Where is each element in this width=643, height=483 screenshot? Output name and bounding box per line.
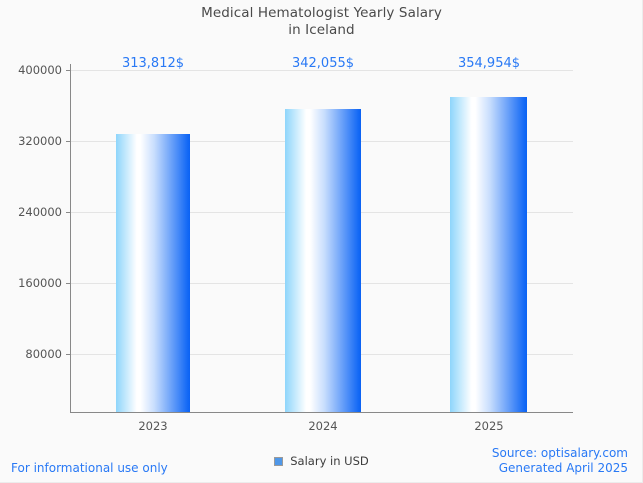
y-tick-label-80000: 80000 (25, 347, 62, 361)
plot-area: 400000 320000 240000 160000 80000 (18, 63, 573, 412)
value-label-2025: 354,954$ (457, 56, 521, 71)
y-tick-label-160000: 160000 (18, 276, 62, 290)
footer-source: Source: optisalary.com (491, 446, 628, 460)
y-tick-label-320000: 320000 (18, 134, 62, 148)
y-tick-mark-240000 (66, 212, 71, 213)
footer-generated: Generated April 2025 (498, 461, 628, 475)
y-tick-label-400000: 400000 (18, 63, 62, 77)
chart-title-line-2: in Iceland (288, 22, 355, 38)
y-tick-mark-80000 (66, 354, 71, 355)
legend-swatch-salary-in-usd (274, 456, 284, 466)
bar-2023[interactable] (116, 134, 190, 412)
bar-2025[interactable] (450, 97, 527, 412)
gridline-400000 (71, 70, 573, 71)
y-tick-label-240000: 240000 (18, 205, 62, 219)
footer-attribution: Source: optisalary.com Generated April 2… (492, 446, 628, 476)
footer-disclaimer: For informational use only (11, 461, 168, 475)
value-label-2024: 342,055$ (291, 56, 355, 71)
bar-2024[interactable] (285, 109, 361, 412)
chart-legend: Salary in USD (0, 454, 643, 468)
chart-title: Medical Hematologist Yearly Salary in Ic… (0, 5, 643, 39)
x-tick-label-2023: 2023 (138, 419, 168, 433)
y-tick-mark-160000 (66, 283, 71, 284)
chart-title-line-1: Medical Hematologist Yearly Salary (201, 5, 442, 21)
y-tick-mark-400000 (66, 70, 71, 71)
legend-label-salary-in-usd[interactable]: Salary in USD (290, 454, 369, 468)
y-axis-line (70, 64, 71, 413)
value-label-2023: 313,812$ (121, 56, 185, 71)
x-axis-line (70, 412, 573, 413)
x-tick-label-2024: 2024 (308, 419, 338, 433)
y-tick-mark-320000 (66, 141, 71, 142)
x-tick-label-2025: 2025 (474, 419, 504, 433)
